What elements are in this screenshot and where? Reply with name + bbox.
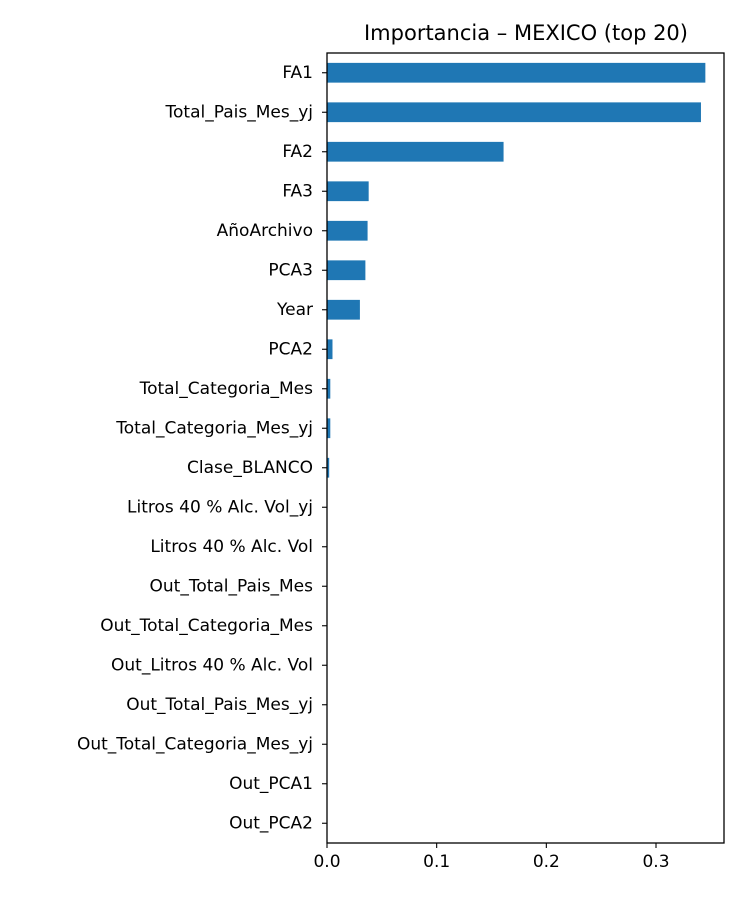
bar	[327, 457, 330, 478]
y-tick-label: FA3	[282, 181, 313, 201]
bar	[327, 220, 368, 241]
y-tick-label: FA1	[282, 63, 313, 83]
chart-title: Importancia – MEXICO (top 20)	[364, 21, 688, 45]
plot-frame	[326, 52, 725, 844]
y-tick-label: Litros 40 % Alc. Vol_yj	[127, 497, 313, 517]
y-tick-label: Out_Litros 40 % Alc. Vol	[111, 655, 313, 675]
y-tick-label: PCA2	[268, 339, 313, 359]
y-tick-label: Out_Total_Categoria_Mes_yj	[77, 734, 313, 754]
bar	[327, 260, 366, 281]
y-tick-label: Clase_BLANCO	[187, 458, 313, 478]
y-tick-label: Total_Pais_Mes_yj	[165, 102, 313, 122]
x-tick-label: 0.2	[533, 852, 560, 872]
x-tick-label: 0.3	[642, 852, 669, 872]
y-tick-label: Total_Categoria_Mes	[139, 379, 314, 399]
bar	[327, 418, 331, 439]
y-tick-label: Year	[276, 300, 313, 320]
bar	[327, 102, 701, 123]
bar	[327, 62, 706, 83]
x-axis: 0.0 0.1 0.2 0.3	[313, 843, 670, 872]
y-tick-label: PCA3	[268, 260, 313, 280]
bar	[327, 299, 360, 320]
y-tick-label: Out_Total_Categoria_Mes	[100, 616, 313, 636]
y-tick-label: Litros 40 % Alc. Vol	[150, 537, 313, 557]
bar	[327, 339, 333, 360]
y-axis: FA1 Total_Pais_Mes_yj FA2 FA3 AñoArchivo PCA3…	[77, 63, 327, 833]
x-tick-label: 0.0	[313, 852, 340, 872]
bars-layer	[327, 62, 706, 478]
y-tick-label: Total_Categoria_Mes_yj	[115, 418, 313, 438]
x-tick-label: 0.1	[423, 852, 450, 872]
bar	[327, 181, 369, 202]
y-tick-label: Out_Total_Pais_Mes	[150, 576, 314, 596]
y-tick-label: Out_PCA2	[229, 813, 313, 833]
bar	[327, 141, 504, 162]
bar	[327, 378, 331, 399]
y-tick-label: Out_PCA1	[229, 774, 313, 794]
y-tick-label: FA2	[282, 142, 313, 162]
y-tick-label: AñoArchivo	[217, 221, 313, 241]
y-tick-label: Out_Total_Pais_Mes_yj	[126, 695, 313, 715]
